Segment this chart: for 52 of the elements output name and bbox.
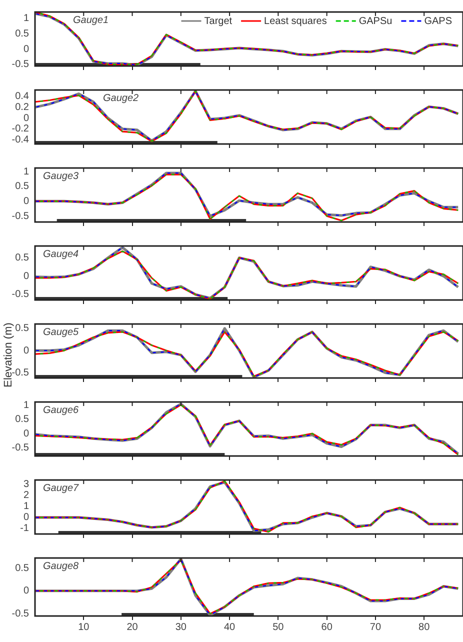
x-tick-label: 70	[370, 622, 382, 633]
y-tick-label: -1	[20, 523, 30, 534]
annotation: Gauge5	[43, 326, 80, 338]
y-tick-label: 0	[23, 586, 30, 597]
y-tick-label: 0.5	[15, 181, 30, 192]
y-tick-label: 0	[23, 270, 30, 282]
y-tick-label: 0	[23, 44, 30, 55]
legend-label: Target	[204, 16, 232, 27]
y-tick-label: -0.5	[12, 608, 30, 620]
y-tick-label: 1	[23, 12, 30, 24]
x-tick-label: 50	[272, 622, 284, 633]
y-tick-label: 0.5	[15, 562, 30, 574]
annotation: Gauge1	[73, 14, 109, 26]
annotation: Gauge7	[43, 482, 80, 494]
y-tick-label: 0.5	[15, 252, 30, 264]
y-tick-label: 0	[23, 512, 30, 524]
y-tick-label: 0	[23, 112, 30, 124]
y-tick-label: 0.2	[15, 102, 30, 114]
y-tick-label: 0	[23, 428, 30, 440]
x-tick-label: 10	[78, 622, 90, 633]
annotation: Gauge2	[103, 92, 140, 104]
annotation: Gauge3	[43, 170, 80, 182]
y-tick-label: 0	[23, 196, 30, 207]
y-tick-label: 0.4	[15, 91, 30, 102]
y-tick-label: 3	[23, 479, 30, 490]
x-tick-label: 60	[321, 622, 333, 633]
y-tick-label: 2	[23, 490, 30, 502]
y-tick-label: -0.5	[12, 442, 30, 454]
legend-label: Least squares	[264, 16, 327, 27]
y-tick-label: 0.5	[15, 414, 30, 426]
legend-label: GAPS	[424, 16, 452, 27]
annotation: Gauge4	[43, 248, 80, 260]
x-tick-label: 40	[224, 622, 236, 633]
y-tick-label: -0.5	[12, 289, 30, 300]
legend-label: GAPSu	[358, 16, 392, 27]
y-tick-label: -0.5	[12, 59, 30, 70]
annotation: Gauge6	[43, 404, 80, 416]
y-tick-label: -0.2	[12, 124, 30, 135]
x-tick-label: 80	[418, 622, 430, 633]
y-tick-label: 1	[23, 400, 30, 412]
annotation: Gauge8	[43, 560, 80, 572]
y-tick-label: 0.5	[15, 323, 30, 334]
y-tick-label: 1	[23, 501, 30, 512]
y-tick-label: 0	[23, 345, 30, 356]
y-tick-label: -0.5	[12, 367, 30, 378]
x-tick-label: 30	[175, 622, 187, 633]
y-tick-label: -0.4	[12, 134, 30, 146]
x-tick-label: 20	[126, 622, 138, 633]
y-tick-label: -0.5	[12, 210, 30, 222]
y-tick-label: 0.5	[15, 28, 30, 40]
y-tick-label: 1	[23, 166, 30, 178]
y-axis-title: Elevation (m)	[2, 322, 14, 388]
